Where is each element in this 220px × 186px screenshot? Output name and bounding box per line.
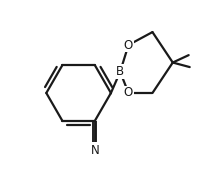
Text: O: O — [124, 39, 133, 52]
Text: N: N — [90, 144, 99, 157]
Text: O: O — [124, 86, 133, 100]
Text: B: B — [116, 65, 124, 78]
